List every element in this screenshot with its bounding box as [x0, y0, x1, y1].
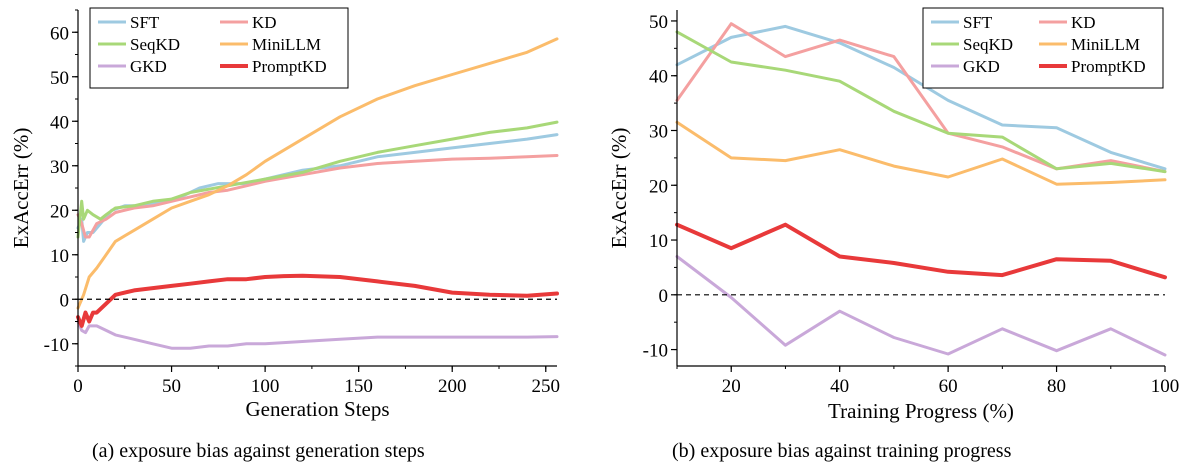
y-tick-label: 0: [60, 290, 70, 311]
legend-label-seqkd: SeqKD: [130, 35, 180, 54]
series-line-kd: [76, 154, 559, 239]
x-tick-label: 50: [162, 376, 181, 397]
chart-exposure-bias-generation-steps: 0 50 100 150 200 250-100102030405060Generatio…: [9, 7, 561, 421]
y-tick-label: 20: [649, 176, 668, 197]
series-line-seqkd: [675, 30, 1167, 174]
series-line-gkd: [76, 320, 559, 350]
legend-label-gkd: GKD: [963, 57, 1000, 76]
series-line-sft: [76, 133, 559, 243]
x-tick-label: 80: [1047, 376, 1066, 397]
y-tick-label: -10: [643, 341, 668, 362]
y-tick-label: -10: [44, 335, 69, 356]
y-tick-label: 40: [50, 112, 69, 133]
x-tick-label: 150: [344, 376, 373, 397]
legend-label-promptkd: PromptKD: [252, 57, 327, 76]
x-tick-label: 100: [251, 376, 280, 397]
y-tick-label: 10: [649, 231, 668, 252]
y-tick-label: 50: [50, 68, 69, 89]
series-group: [675, 22, 1167, 357]
legend-label-minillm: MiniLLM: [252, 35, 321, 54]
chart-exposure-bias-training-progress: 20 40 60 80 100 -10 0 10 20 30 40 50 Training Progre…: [607, 7, 1180, 423]
legend-label-sft: SFT: [130, 13, 160, 32]
legend-label-promptkd: PromptKD: [1071, 57, 1146, 76]
x-axis-label: Training Progress (%): [828, 399, 1014, 423]
y-axis-label: ExAccErr (%): [9, 128, 33, 249]
y-tick-label: 30: [50, 157, 69, 178]
y-tick-label: 20: [50, 201, 69, 222]
x-tick-label: 250: [532, 376, 561, 397]
y-tick-label: 10: [50, 246, 69, 267]
legend: SFT KD SeqKD MiniLLM GKD PromptKD: [89, 7, 349, 89]
series-line-promptkd: [675, 222, 1167, 280]
x-tick-label: 0: [73, 376, 83, 397]
legend-label-kd: KD: [252, 13, 277, 32]
legend-box: [89, 7, 349, 89]
x-tick-label: 40: [830, 376, 849, 397]
x-tick-label: 100: [1151, 376, 1180, 397]
series-line-gkd: [675, 255, 1167, 357]
y-tick-label: 30: [649, 121, 668, 142]
caption-a: (a) exposure bias against generation ste…: [92, 440, 425, 462]
y-tick-label: 0: [659, 286, 669, 307]
series-line-seqkd: [76, 120, 559, 239]
y-tick-label: 60: [50, 23, 69, 44]
series-group: [76, 37, 559, 350]
series-line-promptkd: [76, 273, 559, 328]
legend-label-seqkd: SeqKD: [963, 35, 1013, 54]
y-axis-label: ExAccErr (%): [607, 128, 631, 249]
caption-b: (b) exposure bias against training progr…: [672, 440, 1012, 462]
legend-label-sft: SFT: [963, 13, 993, 32]
series-line-minillm: [76, 37, 559, 310]
x-tick-label: 200: [438, 376, 467, 397]
series-line-sft: [675, 24, 1167, 171]
legend-label-gkd: GKD: [130, 57, 167, 76]
x-tick-label: 20: [722, 376, 741, 397]
series-line-minillm: [675, 120, 1167, 186]
x-axis-label: Generation Steps: [245, 397, 389, 421]
x-tick-label: 60: [939, 376, 958, 397]
legend: SFT KD SeqKD MiniLLM GKD PromptKD: [922, 7, 1164, 89]
y-tick-label: 50: [649, 12, 668, 33]
legend-label-minillm: MiniLLM: [1071, 35, 1140, 54]
y-tick-label: 40: [649, 67, 668, 88]
legend-label-kd: KD: [1071, 13, 1096, 32]
